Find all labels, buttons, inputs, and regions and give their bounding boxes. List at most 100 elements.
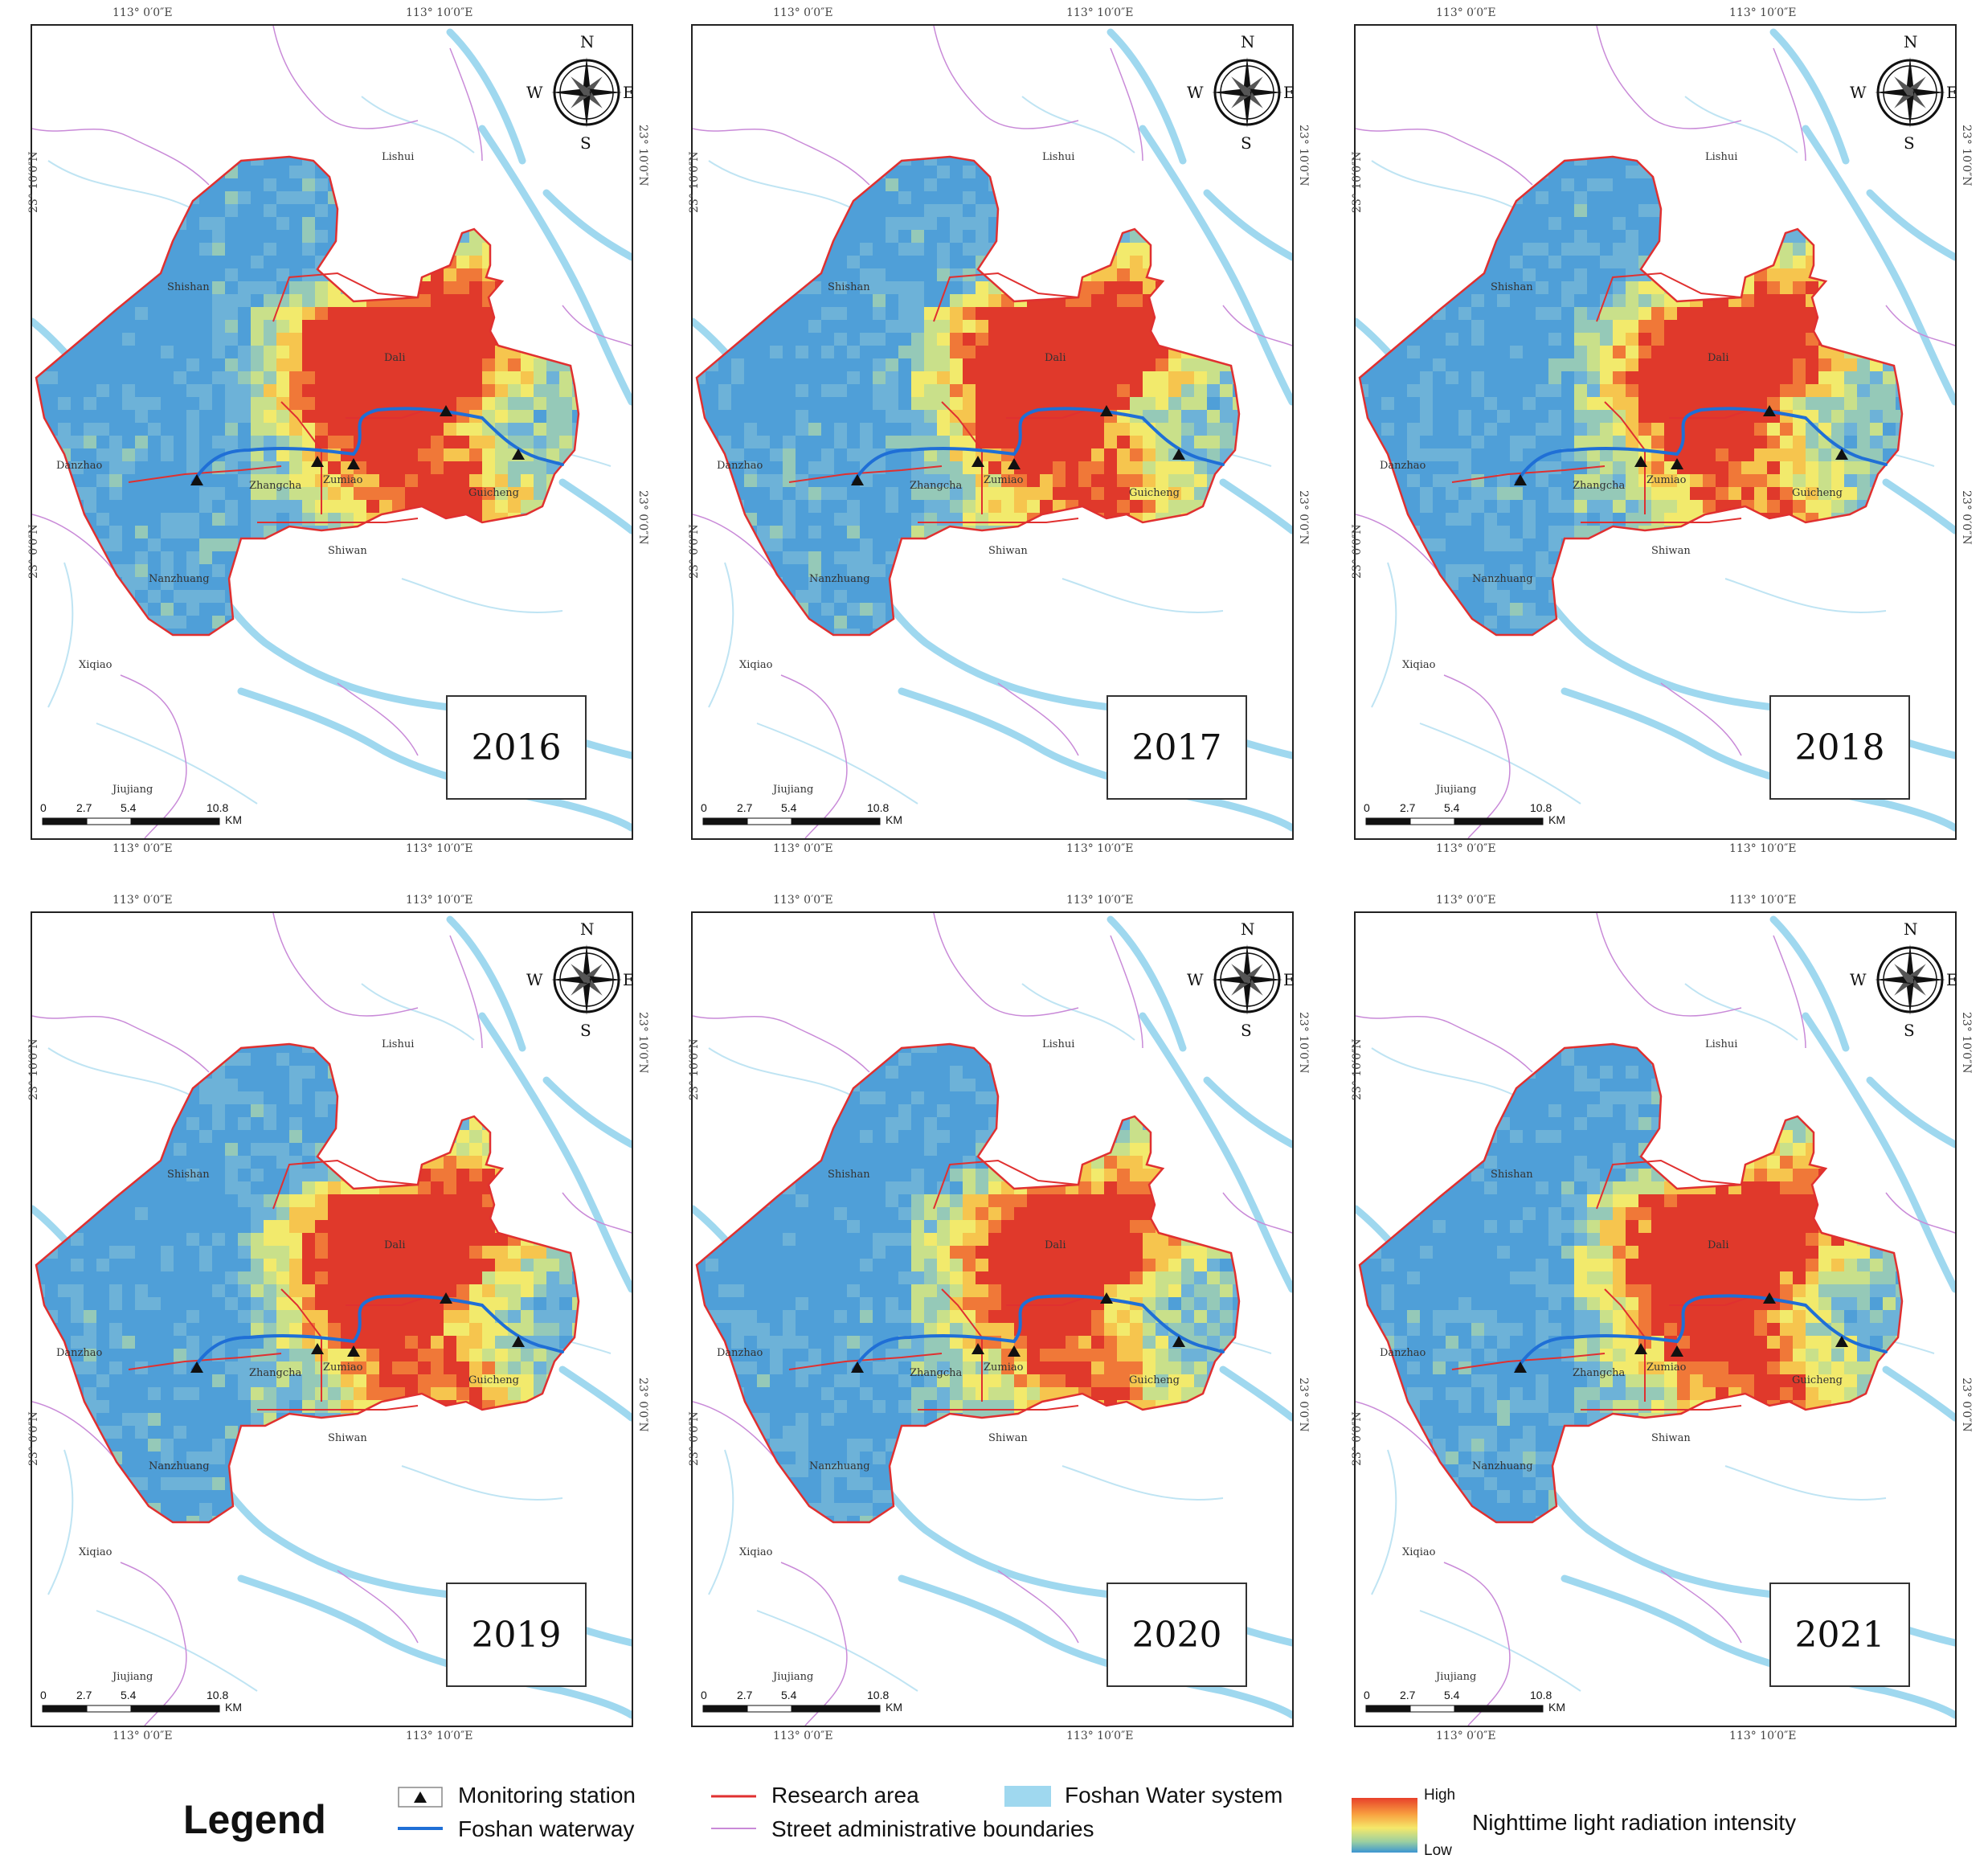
longitude-label: 113° 0′0″E — [112, 894, 173, 907]
research-area-outline — [1358, 155, 1904, 637]
water-stream — [1371, 1449, 1397, 1595]
district-boundary-line — [941, 1288, 983, 1402]
latitude-label: 23° 0′0″N — [27, 1411, 40, 1466]
water-stream — [756, 1610, 918, 1692]
street-boundary-line-icon — [711, 1828, 756, 1829]
map-panel-2020: 113° 0′0″E 113° 10′0″E 113° 0′0″E 113° 10′0… — [661, 887, 1319, 1771]
water-system-channel — [237, 1574, 632, 1719]
compass-east-label: E — [623, 83, 635, 102]
scale-tick-label: 10.8 — [1530, 1689, 1552, 1701]
place-label-shishan: Shishan — [828, 281, 870, 293]
water-system-channel — [1866, 1076, 1955, 1149]
place-label-xiqiao: Xiqiao — [79, 1546, 112, 1558]
district-boundary-line — [1596, 1159, 1742, 1210]
longitude-label: 113° 0′0″E — [1436, 842, 1496, 855]
scale-tick-label: 0 — [40, 801, 47, 814]
longitude-label: 113° 10′0″E — [1729, 6, 1797, 19]
water-system-channel — [542, 189, 632, 261]
street-boundary-line — [1443, 674, 1511, 838]
street-boundary-line — [337, 1570, 419, 1644]
place-label-zhangcha: Zhangcha — [910, 1367, 963, 1379]
latitude-label: 23° 10′0″N — [1297, 125, 1310, 186]
map-frame — [31, 24, 633, 840]
compass-west-label: W — [1187, 970, 1204, 989]
compass-north-label: N — [1241, 32, 1255, 51]
water-system-channel — [478, 1012, 632, 1293]
water-stream — [1061, 1465, 1224, 1501]
place-label-jiujiang: Jiujiang — [773, 1671, 814, 1683]
water-system-channel — [1219, 478, 1292, 534]
scale-tick-label: 2.7 — [737, 1689, 753, 1701]
scale-bar — [1365, 1705, 1544, 1713]
latitude-label: 23° 10′0″N — [1351, 1038, 1364, 1100]
research-area-line-icon — [711, 1795, 756, 1798]
monitoring-station-marker — [190, 474, 203, 485]
latitude-label: 23° 0′0″N — [1351, 1411, 1364, 1466]
street-boundary-line — [337, 682, 419, 756]
place-label-guicheng: Guicheng — [1129, 1374, 1180, 1386]
place-label-jiujiang: Jiujiang — [112, 1671, 153, 1683]
scale-tick-label: 0 — [1364, 1689, 1370, 1701]
compass-west-label: W — [1850, 83, 1867, 102]
longitude-label: 113° 10′0″E — [1729, 842, 1797, 855]
water-stream — [1371, 562, 1397, 708]
latitude-label: 23° 0′0″N — [1960, 490, 1973, 545]
foshan-waterway-line — [852, 407, 1225, 484]
scale-tick-label: 5.4 — [121, 801, 137, 814]
map-frame — [691, 24, 1294, 840]
place-label-shishan: Shishan — [167, 281, 210, 293]
place-label-lishui: Lishui — [1705, 1038, 1738, 1050]
district-boundary-line — [788, 465, 943, 483]
water-system-channel — [1882, 478, 1955, 534]
water-system-channel — [1203, 189, 1292, 261]
street-boundary-line — [933, 913, 1079, 1017]
scale-bar — [1365, 817, 1544, 825]
scale-unit-label: KM — [225, 1701, 242, 1714]
legend-radiance: Nighttime light radiation intensity — [1472, 1810, 1797, 1835]
place-label-shiwan: Shiwan — [1651, 1432, 1691, 1444]
district-boundary-line — [1604, 401, 1646, 514]
map-frame — [691, 911, 1294, 1727]
year-label: 2019 — [446, 1583, 587, 1687]
latitude-label: 23° 10′0″N — [27, 151, 40, 213]
longitude-label: 113° 10′0″E — [1066, 894, 1134, 907]
scale-tick-label: 10.8 — [207, 1689, 229, 1701]
map-frame — [1354, 911, 1957, 1727]
map-svg — [32, 913, 632, 1726]
monitoring-station-marker — [1634, 456, 1647, 467]
longitude-label: 113° 0′0″E — [1436, 894, 1496, 907]
research-area-outline — [35, 155, 580, 637]
monitoring-station-marker — [311, 456, 324, 467]
water-system-channel — [1139, 1012, 1292, 1293]
water-stream — [708, 160, 854, 210]
district-boundary-line — [1596, 272, 1742, 322]
water-stream — [1724, 1465, 1887, 1501]
monitoring-station-marker — [1671, 458, 1683, 469]
legend-low-label: Low — [1424, 1842, 1452, 1859]
scale-tick-label: 0 — [1364, 801, 1370, 814]
water-system-channel — [1139, 125, 1292, 406]
monitoring-station-marker — [190, 1361, 203, 1373]
compass-rose-icon — [1875, 57, 1945, 128]
longitude-label: 113° 10′0″E — [1066, 842, 1134, 855]
place-label-danzhao: Danzhao — [1380, 460, 1426, 472]
foshan-waterway-line — [191, 1294, 564, 1371]
latitude-label: 23° 10′0″N — [1960, 125, 1973, 186]
street-boundary-line — [120, 674, 187, 838]
longitude-label: 113° 10′0″E — [1729, 894, 1797, 907]
water-stream — [708, 1449, 734, 1595]
street-boundary-line — [1222, 305, 1292, 346]
place-label-nanzhuang: Nanzhuang — [809, 1460, 870, 1472]
district-boundary-line — [1451, 465, 1606, 483]
latitude-label: 23° 0′0″N — [1351, 524, 1364, 579]
water-system-channel — [558, 1366, 632, 1422]
scale-tick-label: 10.8 — [867, 1689, 890, 1701]
district-boundary-line — [1581, 1405, 1742, 1411]
radiance-gradient-icon — [1352, 1798, 1417, 1853]
latitude-label: 23° 10′0″N — [688, 151, 701, 213]
place-label-shiwan: Shiwan — [988, 545, 1028, 557]
scale-tick-label: 0 — [701, 1689, 707, 1701]
longitude-label: 113° 0′0″E — [773, 842, 833, 855]
water-system-channel — [1802, 1012, 1955, 1293]
place-label-shiwan: Shiwan — [328, 1432, 367, 1444]
